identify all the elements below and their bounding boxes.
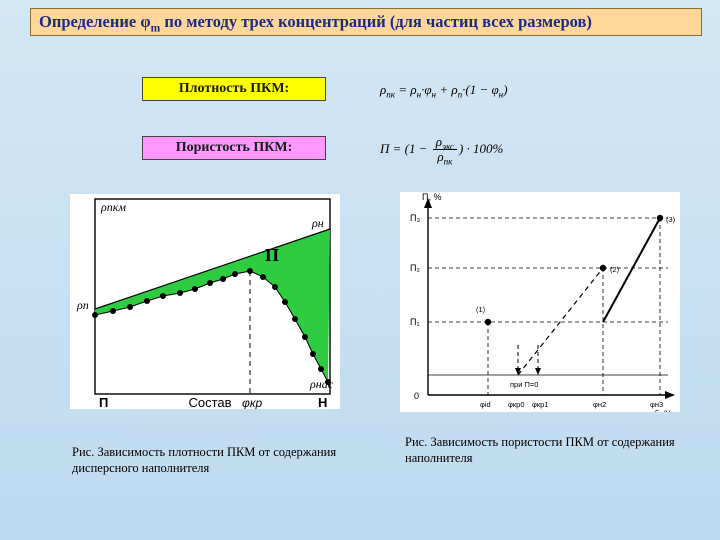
svg-text:(1): (1)	[476, 305, 486, 314]
svg-text:φкр: φкр	[242, 396, 262, 409]
svg-text:φн2: φн2	[593, 400, 606, 409]
svg-text:при П=0: при П=0	[510, 380, 538, 389]
svg-text:(3): (3)	[666, 215, 676, 224]
svg-text:φid: φid	[480, 400, 491, 409]
svg-text:ρпкм: ρпкм	[100, 200, 126, 214]
svg-text:ρн: ρн	[311, 216, 324, 230]
label-density: Плотность ПКМ:	[142, 77, 326, 101]
svg-text:φн3: φн3	[650, 400, 663, 409]
svg-text:φкр0: φкр0	[508, 400, 525, 409]
svg-text:Состав: Состав	[189, 395, 232, 409]
svg-text:φкр1: φкр1	[532, 400, 549, 409]
svg-text:П₁: П₁	[410, 317, 420, 327]
svg-text:П₂: П₂	[410, 263, 420, 273]
slide-title: Определение φm по методу трех концентрац…	[30, 8, 702, 36]
svg-text:П₃: П₃	[410, 213, 420, 223]
formula-porosity: П = (1 − ρэксρпк) · 100%	[380, 135, 503, 165]
chart-porosity-vs-filler: (1) (2) (3) П₁ П₂ П₃ 0 φid φкр0 φкр1 φн2 φн3 при П=0…	[400, 192, 680, 412]
svg-text:0: 0	[414, 391, 419, 401]
svg-text:ρп: ρп	[76, 298, 89, 312]
svg-text:φн, об. %: φн, об. %	[633, 409, 672, 412]
svg-text:Н: Н	[318, 395, 327, 409]
svg-text:П: П	[99, 395, 108, 409]
caption-right: Рис. Зависимость пористости ПКМ от содер…	[405, 435, 685, 466]
formula-density: ρпк = ρн·φн + ρп·(1 − φн)	[380, 82, 508, 98]
caption-left: Рис. Зависимость плотности ПКМ от содерж…	[72, 445, 352, 476]
svg-text:П: П	[265, 245, 279, 265]
chart-density-vs-filler: ρпкм ρп ρн ρнас П П Состав Нφкр	[70, 194, 340, 409]
svg-text:ρнас: ρнас	[309, 377, 334, 391]
svg-text:П, %: П, %	[422, 192, 441, 202]
label-porosity: Пористость ПКМ:	[142, 136, 326, 160]
svg-text:(2): (2)	[610, 265, 620, 274]
